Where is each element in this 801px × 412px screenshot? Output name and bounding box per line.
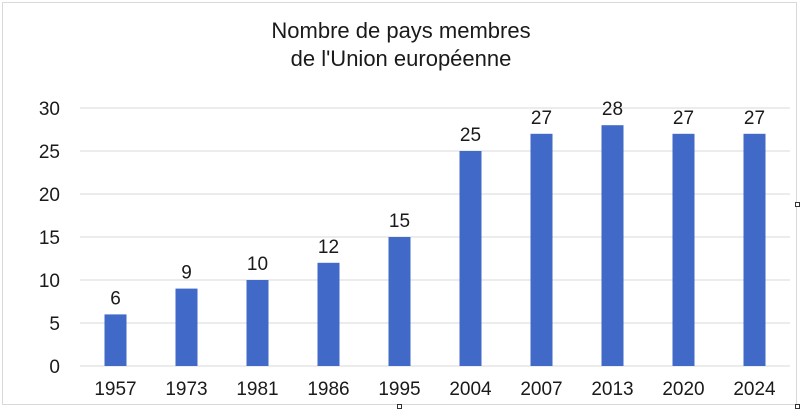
- x-tick-label-1973: 1973: [165, 379, 207, 400]
- x-tick-label-1995: 1995: [378, 379, 420, 400]
- y-tick-label-0: 0: [49, 357, 60, 378]
- data-label-1995: 15: [389, 211, 410, 232]
- chart-title: Nombre de pays membres de l'Union europé…: [271, 18, 530, 71]
- x-tick-label-1957: 1957: [94, 379, 136, 400]
- data-label-2004: 25: [460, 125, 481, 146]
- data-label-2013: 28: [602, 99, 623, 120]
- data-label-1957: 6: [110, 288, 121, 309]
- x-tick-label-1981: 1981: [236, 379, 278, 400]
- bar-2013: [601, 125, 624, 366]
- chart-title-line-1: Nombre de pays membres: [271, 18, 530, 43]
- resize-handle-bottom[interactable]: [397, 404, 402, 409]
- data-labels: 6 9 10 12 15 25 27 28 27 27: [110, 99, 765, 309]
- bars: [104, 125, 766, 366]
- y-tick-label-30: 30: [39, 99, 60, 120]
- x-tick-label-1986: 1986: [307, 379, 349, 400]
- data-label-1973: 9: [181, 263, 192, 284]
- bar-1986: [317, 262, 340, 366]
- data-label-2007: 27: [531, 108, 552, 129]
- y-tick-label-10: 10: [39, 271, 60, 292]
- y-tick-label-25: 25: [39, 142, 60, 163]
- bar-2020: [672, 133, 695, 366]
- x-tick-label-2007: 2007: [520, 379, 562, 400]
- y-axis-tick-labels: 0 5 10 15 20 25 30: [39, 99, 60, 378]
- data-label-1986: 12: [318, 237, 339, 258]
- data-label-2024: 27: [744, 108, 765, 129]
- bar-2024: [743, 133, 766, 366]
- bar-1973: [175, 288, 198, 366]
- bar-2004: [459, 151, 482, 366]
- gridlines: [80, 107, 790, 367]
- bar-2007: [530, 133, 553, 366]
- bar-1995: [388, 237, 411, 366]
- y-tick-label-5: 5: [49, 314, 60, 335]
- data-label-1981: 10: [247, 254, 268, 275]
- resize-handle-right[interactable]: [795, 202, 800, 207]
- bar-1981: [246, 280, 269, 366]
- x-axis-tick-labels: 1957 1973 1981 1986 1995 2004 2007 2013 2020 2024: [94, 379, 776, 400]
- chart-title-line-2: de l'Union européenne: [291, 46, 512, 71]
- x-tick-label-2020: 2020: [662, 379, 704, 400]
- y-tick-label-20: 20: [39, 185, 60, 206]
- resize-handle-bottom-right[interactable]: [795, 404, 800, 409]
- x-tick-label-2013: 2013: [591, 379, 633, 400]
- y-tick-label-15: 15: [39, 228, 60, 249]
- data-label-2020: 27: [673, 108, 694, 129]
- x-tick-label-2024: 2024: [733, 379, 776, 400]
- x-tick-label-2004: 2004: [449, 379, 492, 400]
- bar-1957: [104, 314, 127, 366]
